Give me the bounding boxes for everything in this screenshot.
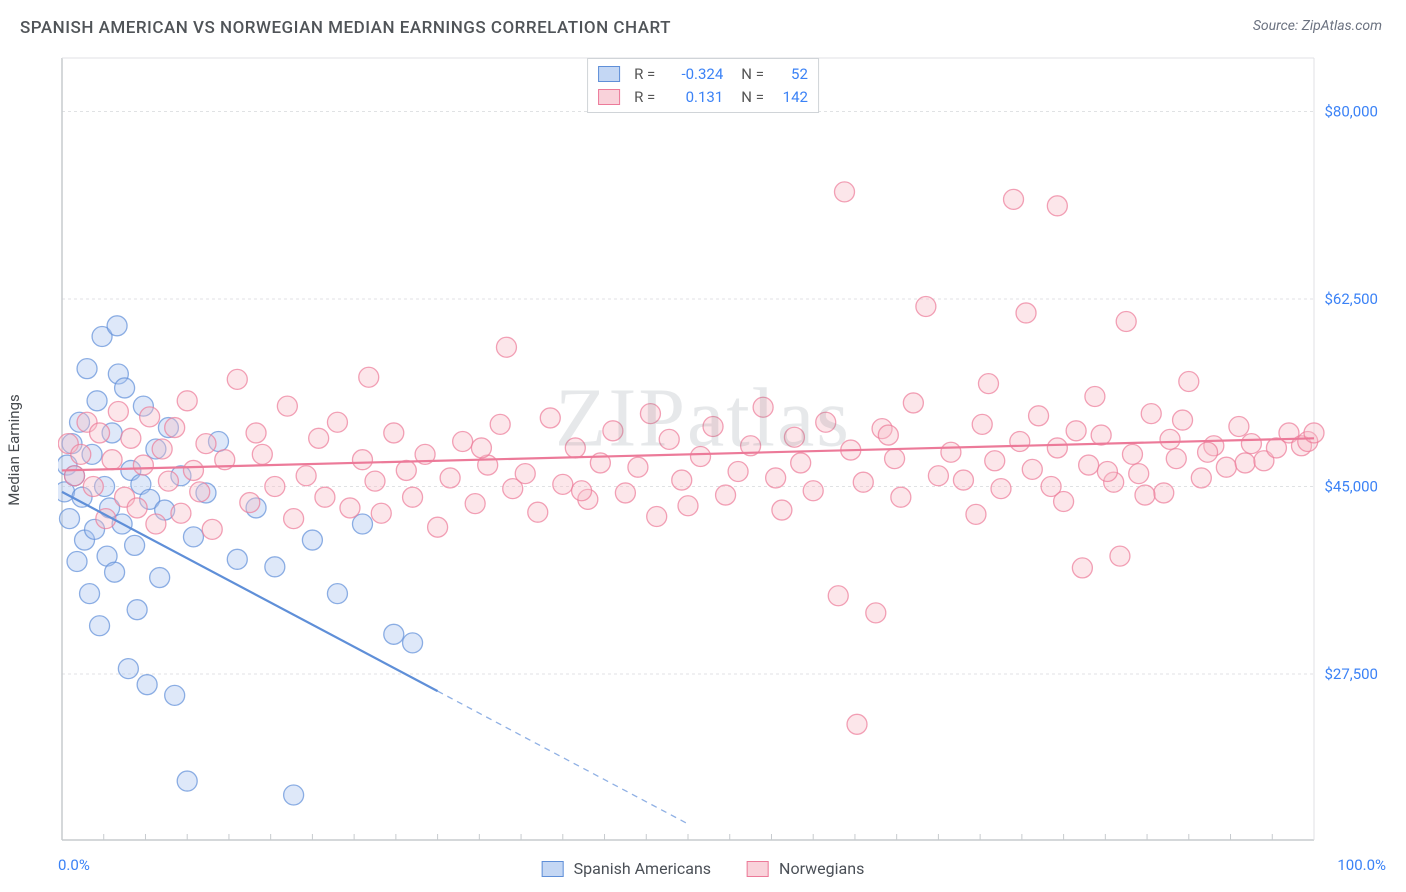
r-label: R = [634, 86, 655, 109]
swatch-norwegian-bottom [747, 861, 769, 877]
series-legend: Spanish Americans Norwegians [542, 859, 865, 878]
swatch-spanish-bottom [542, 861, 564, 877]
chart-area: Median Earnings ZIPatlas R = -0.324 N = … [20, 52, 1386, 848]
series-label-spanish: Spanish Americans [574, 859, 711, 878]
legend-item-spanish: Spanish Americans [542, 859, 711, 878]
r-label: R = [634, 63, 655, 86]
series-label-norwegian: Norwegians [779, 859, 864, 878]
n-label: N = [741, 63, 764, 86]
swatch-spanish [598, 66, 620, 82]
r-value-norwegian: 0.131 [665, 86, 723, 109]
svg-text:$62,500: $62,500 [1324, 290, 1378, 308]
r-value-spanish: -0.324 [665, 63, 723, 86]
svg-text:$27,500: $27,500 [1324, 665, 1378, 683]
svg-text:$45,000: $45,000 [1324, 477, 1378, 495]
n-value-norwegian: 142 [774, 86, 808, 109]
legend-row-norwegian: R = 0.131 N = 142 [598, 86, 808, 109]
correlation-legend: R = -0.324 N = 52 R = 0.131 N = 142 [587, 58, 819, 113]
x-max-label: 100.0% [1337, 856, 1386, 874]
n-value-spanish: 52 [774, 63, 808, 86]
y-axis-label: Median Earnings [5, 394, 23, 505]
n-label: N = [741, 86, 764, 109]
source-label: Source: ZipAtlas.com [1253, 18, 1382, 34]
svg-text:$80,000: $80,000 [1324, 103, 1378, 121]
legend-row-spanish: R = -0.324 N = 52 [598, 63, 808, 86]
x-min-label: 0.0% [58, 856, 90, 874]
chart-title: SPANISH AMERICAN VS NORWEGIAN MEDIAN EAR… [20, 18, 671, 38]
scatter-plot: $27,500 $45,000 $62,500 $80,000 [58, 52, 1386, 848]
swatch-norwegian [598, 89, 620, 105]
legend-item-norwegian: Norwegians [747, 859, 864, 878]
